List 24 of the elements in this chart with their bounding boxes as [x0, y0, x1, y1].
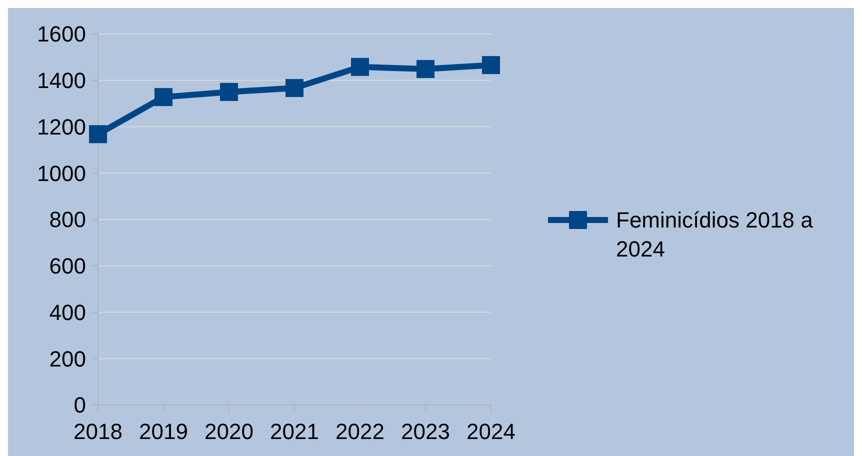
y-tick-label: 1000	[37, 160, 86, 186]
point	[89, 125, 107, 144]
point	[286, 79, 304, 98]
point	[351, 58, 369, 76]
x-tick-label: 2019	[139, 419, 188, 444]
point	[154, 88, 172, 106]
x-tick-label: 2023	[401, 419, 450, 444]
x-tick-label: 2018	[74, 419, 122, 444]
y-tick-label: 200	[49, 346, 86, 372]
point	[220, 82, 238, 101]
y-tick-label: 600	[49, 254, 86, 279]
y-tick-label: 800	[49, 207, 86, 232]
y-tick-label: 0	[74, 392, 86, 418]
y-tick-label: 400	[49, 300, 86, 325]
y-tick-label: 1600	[37, 22, 86, 47]
legend-label: Feminicídios 2018 a 2024	[616, 208, 814, 262]
point	[416, 60, 434, 78]
y-tick-label: 1200	[37, 114, 86, 140]
point	[482, 56, 500, 74]
x-tick-label: 2024	[466, 419, 516, 444]
x-tick-label: 2022	[336, 419, 384, 444]
y-tick-label: 1400	[37, 68, 86, 94]
x-tick-label: 2020	[204, 419, 254, 444]
x-tick-label: 2021	[270, 419, 319, 444]
